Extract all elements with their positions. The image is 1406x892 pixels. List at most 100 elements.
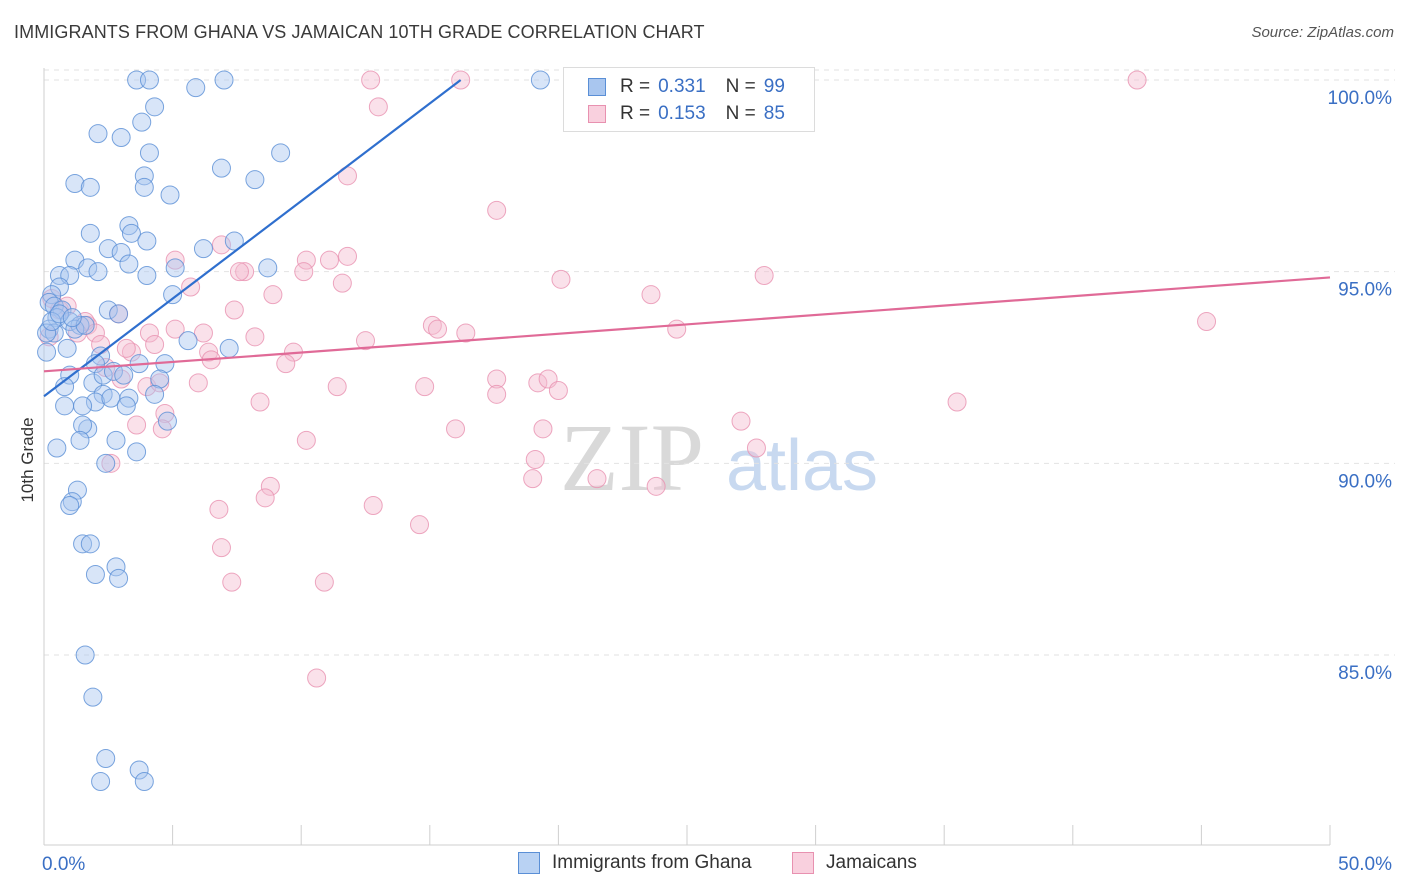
jamaican-point bbox=[260, 476, 280, 496]
ghana-point bbox=[62, 308, 82, 328]
jamaican-point bbox=[646, 476, 666, 496]
jamaican-point bbox=[314, 572, 334, 592]
ghana-point bbox=[85, 392, 105, 412]
jamaican-point bbox=[222, 572, 242, 592]
watermark-zip: ZIP bbox=[560, 404, 704, 511]
jamaican-point bbox=[487, 200, 507, 220]
ghana-point bbox=[98, 239, 118, 259]
jamaican-point bbox=[446, 419, 466, 439]
chart-title: IMMIGRANTS FROM GHANA VS JAMAICAN 10TH G… bbox=[14, 22, 705, 42]
ghana-point bbox=[80, 534, 100, 554]
ghana-point bbox=[88, 262, 108, 282]
jamaican-point bbox=[523, 469, 543, 489]
jamaican-point bbox=[1127, 70, 1147, 90]
ghana-point bbox=[67, 480, 87, 500]
jamaican-point bbox=[296, 430, 316, 450]
jamaican-point bbox=[754, 266, 774, 285]
jamaican-point bbox=[155, 404, 175, 423]
jamaican-point bbox=[199, 342, 219, 362]
jamaican-point bbox=[209, 499, 229, 519]
jamaican-point bbox=[525, 450, 545, 469]
ghana-point bbox=[57, 338, 77, 358]
ghana-point bbox=[160, 185, 180, 205]
jamaican-point bbox=[224, 300, 244, 320]
jamaican-point bbox=[551, 269, 571, 289]
legend-r-label: R = bbox=[620, 76, 651, 97]
series-legend-jamaicans-label: Jamaicans bbox=[826, 852, 917, 873]
ghana-points bbox=[37, 70, 550, 791]
ghana-trend-line bbox=[43, 79, 462, 398]
jamaican-point bbox=[361, 70, 381, 90]
legend-swatch-pink-icon bbox=[588, 105, 606, 123]
y-axis-label: 10th Grade bbox=[18, 417, 37, 503]
jamaican-point bbox=[356, 331, 375, 351]
ghana-point bbox=[211, 158, 231, 178]
x-tick-label: 0.0% bbox=[42, 854, 85, 875]
ghana-point bbox=[165, 258, 185, 278]
jamaican-point bbox=[263, 285, 283, 305]
series-legend-jamaicans: Jamaicans bbox=[792, 852, 917, 874]
ghana-point bbox=[150, 369, 170, 389]
ghana-point bbox=[163, 285, 183, 305]
ghana-point bbox=[44, 323, 64, 343]
ghana-point bbox=[91, 772, 111, 791]
jamaican-point bbox=[533, 419, 553, 439]
ghana-point bbox=[271, 143, 291, 163]
jamaican-point bbox=[428, 319, 448, 339]
ghana-point bbox=[55, 396, 75, 416]
legend-row-jamaicans: R = 0.153 N = 85 bbox=[588, 103, 785, 125]
ghana-point bbox=[49, 277, 69, 297]
ghana-point bbox=[134, 772, 154, 791]
series-legend-ghana: Immigrants from Ghana bbox=[518, 852, 752, 874]
ghana-point bbox=[137, 231, 157, 251]
ghana-point bbox=[37, 342, 57, 362]
ghana-point bbox=[114, 365, 134, 385]
watermark-atlas: atlas bbox=[726, 426, 878, 506]
ghana-point bbox=[139, 70, 159, 90]
ghana-point bbox=[73, 415, 93, 435]
ghana-point bbox=[145, 384, 165, 404]
legend-r-value: 0.331 bbox=[658, 76, 706, 97]
y-tick-label: 95.0% bbox=[1338, 280, 1392, 301]
ghana-point bbox=[134, 166, 154, 186]
axes bbox=[43, 68, 1331, 846]
jamaican-point bbox=[332, 273, 352, 293]
jamaican-point bbox=[548, 381, 568, 400]
ghana-point bbox=[70, 315, 90, 335]
legend-r-label: R = bbox=[620, 103, 651, 124]
ghana-point bbox=[530, 70, 550, 90]
jamaican-point bbox=[731, 411, 751, 431]
jamaican-point bbox=[165, 319, 185, 339]
jamaican-point bbox=[327, 377, 347, 397]
series-swatch-pink-icon bbox=[792, 852, 814, 874]
trend-lines bbox=[43, 79, 1331, 398]
ghana-point bbox=[132, 112, 152, 132]
ghana-point bbox=[65, 174, 85, 193]
legend-r-value: 0.153 bbox=[658, 103, 706, 124]
jamaican-point bbox=[245, 327, 265, 347]
ghana-point bbox=[73, 396, 93, 416]
gridlines bbox=[44, 69, 1395, 656]
jamaican-point bbox=[422, 315, 442, 335]
legend-n-value: 99 bbox=[763, 76, 785, 97]
jamaican-point bbox=[165, 250, 185, 270]
ghana-point bbox=[96, 749, 116, 768]
ghana-point bbox=[119, 216, 139, 236]
ghana-point bbox=[49, 304, 69, 324]
ghana-point bbox=[65, 319, 85, 339]
y-tick-label: 90.0% bbox=[1338, 471, 1392, 492]
ghana-point bbox=[109, 568, 129, 588]
ghana-point bbox=[145, 97, 165, 117]
series-legend-ghana-label: Immigrants from Ghana bbox=[552, 852, 752, 873]
jamaican-point bbox=[229, 262, 249, 282]
ghana-point bbox=[85, 565, 105, 584]
jamaican-point bbox=[145, 335, 165, 354]
jamaican-point bbox=[127, 415, 147, 435]
ghana-point bbox=[96, 453, 116, 473]
ghana-point bbox=[49, 266, 69, 285]
legend-row-ghana: R = 0.331 N = 99 bbox=[588, 76, 785, 98]
jamaican-point bbox=[235, 262, 255, 282]
ghana-point bbox=[80, 223, 100, 243]
jamaican-point bbox=[528, 373, 548, 393]
